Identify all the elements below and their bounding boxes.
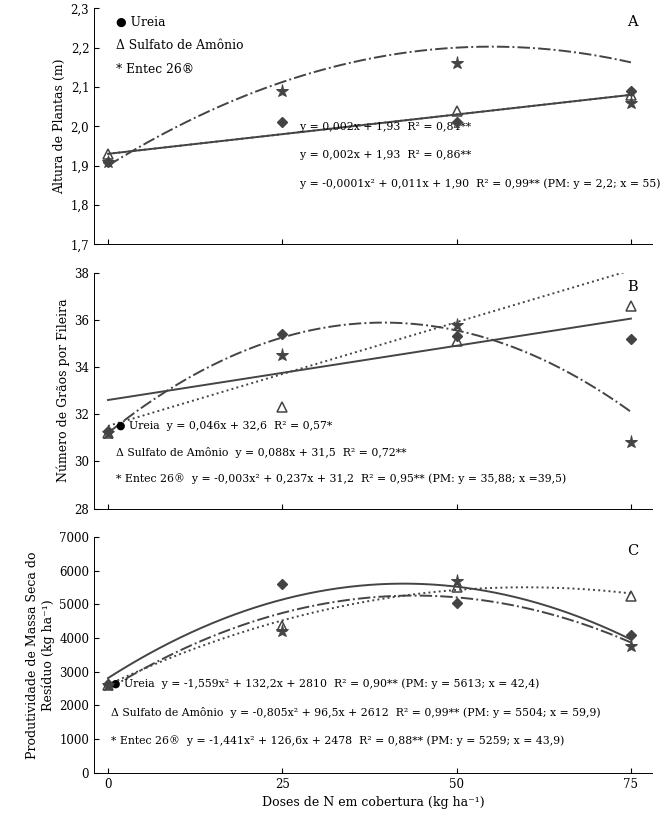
Text: B: B	[627, 280, 638, 293]
Text: y = 0,002x + 1,93  R² = 0,86**: y = 0,002x + 1,93 R² = 0,86**	[300, 150, 472, 160]
Text: Δ Sulfato de Amônio  y = -0,805x² + 96,5x + 2612  R² = 0,99** (PM: y = 5504; x =: Δ Sulfato de Amônio y = -0,805x² + 96,5x…	[111, 706, 601, 718]
Text: C: C	[627, 544, 638, 558]
Text: ● Ureia  y = -1,559x² + 132,2x + 2810  R² = 0,90** (PM: y = 5613; x = 42,4): ● Ureia y = -1,559x² + 132,2x + 2810 R² …	[111, 678, 539, 689]
Text: * Entec 26®: * Entec 26®	[116, 62, 194, 76]
Y-axis label: Número de Grãos por Fileira: Número de Grãos por Fileira	[56, 299, 70, 482]
Text: ● Ureia  y = 0,046x + 32,6  R² = 0,57*: ● Ureia y = 0,046x + 32,6 R² = 0,57*	[116, 421, 333, 431]
Y-axis label: Produtividade de Massa Seca do
Resíduo (kg ha⁻¹): Produtividade de Massa Seca do Resíduo (…	[26, 551, 55, 759]
Text: ● Ureia: ● Ureia	[116, 16, 166, 28]
Text: Δ Sulfato de Amônio: Δ Sulfato de Amônio	[116, 39, 244, 52]
Y-axis label: Altura de Plantas (m): Altura de Plantas (m)	[54, 58, 67, 194]
Text: A: A	[627, 16, 638, 29]
Text: Δ Sulfato de Amônio  y = 0,088x + 31,5  R² = 0,72**: Δ Sulfato de Amônio y = 0,088x + 31,5 R²…	[116, 447, 407, 458]
Text: y = -0,0001x² + 0,011x + 1,90  R² = 0,99** (PM: y = 2,2; x = 55): y = -0,0001x² + 0,011x + 1,90 R² = 0,99*…	[300, 178, 661, 189]
X-axis label: Doses de N em cobertura (kg ha⁻¹): Doses de N em cobertura (kg ha⁻¹)	[261, 796, 485, 809]
Text: y = 0,002x + 1,93  R² = 0,84**: y = 0,002x + 1,93 R² = 0,84**	[300, 121, 472, 131]
Text: * Entec 26®  y = -0,003x² + 0,237x + 31,2  R² = 0,95** (PM: y = 35,88; x =39,5): * Entec 26® y = -0,003x² + 0,237x + 31,2…	[116, 473, 566, 484]
Text: * Entec 26®  y = -1,441x² + 126,6x + 2478  R² = 0,88** (PM: y = 5259; x = 43,9): * Entec 26® y = -1,441x² + 126,6x + 2478…	[111, 735, 564, 746]
